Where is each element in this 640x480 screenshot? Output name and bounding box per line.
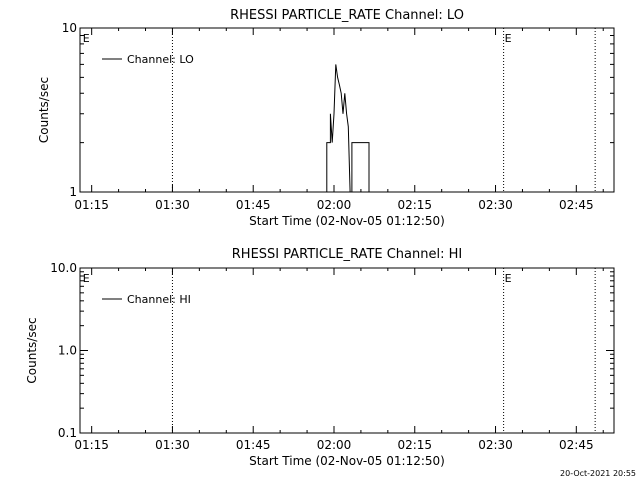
x-tick-label: 01:30 [155, 438, 190, 452]
panel-lo: RHESSI PARTICLE_RATE Channel: LO 01:15 01:… [37, 8, 615, 228]
x-tick-label: 02:30 [478, 198, 513, 212]
y-tick-label: 10.0 [50, 261, 77, 275]
panel-hi: RHESSI PARTICLE_RATE Channel: HI 01:15 01:… [25, 247, 615, 468]
plot-frame [79, 27, 615, 193]
chart-title: RHESSI PARTICLE_RATE Channel: HI [232, 247, 462, 262]
y-tick-label: 0.1 [58, 426, 77, 440]
x-tick-label: 02:45 [559, 438, 594, 452]
legend-entry: Channel: LO [127, 53, 194, 66]
x-tick-label: 02:15 [397, 198, 432, 212]
x-tick-label: 02:00 [317, 198, 352, 212]
x-tick-label: 01:45 [236, 438, 271, 452]
event-marker: E [505, 272, 512, 285]
x-tick-label: 01:45 [236, 198, 271, 212]
y-tick-label: 10 [62, 21, 77, 35]
x-axis-label: Start Time (02-Nov-05 01:12:50) [249, 454, 445, 468]
chart-title: RHESSI PARTICLE_RATE Channel: LO [230, 8, 464, 23]
x-tick-label: 02:15 [397, 438, 432, 452]
x-tick-label: 02:45 [559, 198, 594, 212]
y-axis-label: Counts/sec [25, 317, 39, 383]
event-marker: E [83, 32, 90, 45]
legend-entry: Channel: HI [127, 293, 191, 306]
y-tick-label: 1 [69, 185, 77, 199]
x-tick-label: 01:15 [74, 438, 109, 452]
x-tick-label: 02:30 [478, 438, 513, 452]
event-marker: E [505, 32, 512, 45]
y-tick-label: 1.0 [58, 344, 77, 358]
footer-timestamp: 20-Oct-2021 20:55 [560, 469, 636, 478]
x-tick-label: 01:15 [74, 198, 109, 212]
x-tick-label: 02:00 [317, 438, 352, 452]
series-line [326, 64, 370, 193]
y-axis-label: Counts/sec [37, 77, 51, 143]
x-tick-label: 01:30 [155, 198, 190, 212]
event-marker: E [83, 272, 90, 285]
x-axis-label: Start Time (02-Nov-05 01:12:50) [249, 214, 445, 228]
